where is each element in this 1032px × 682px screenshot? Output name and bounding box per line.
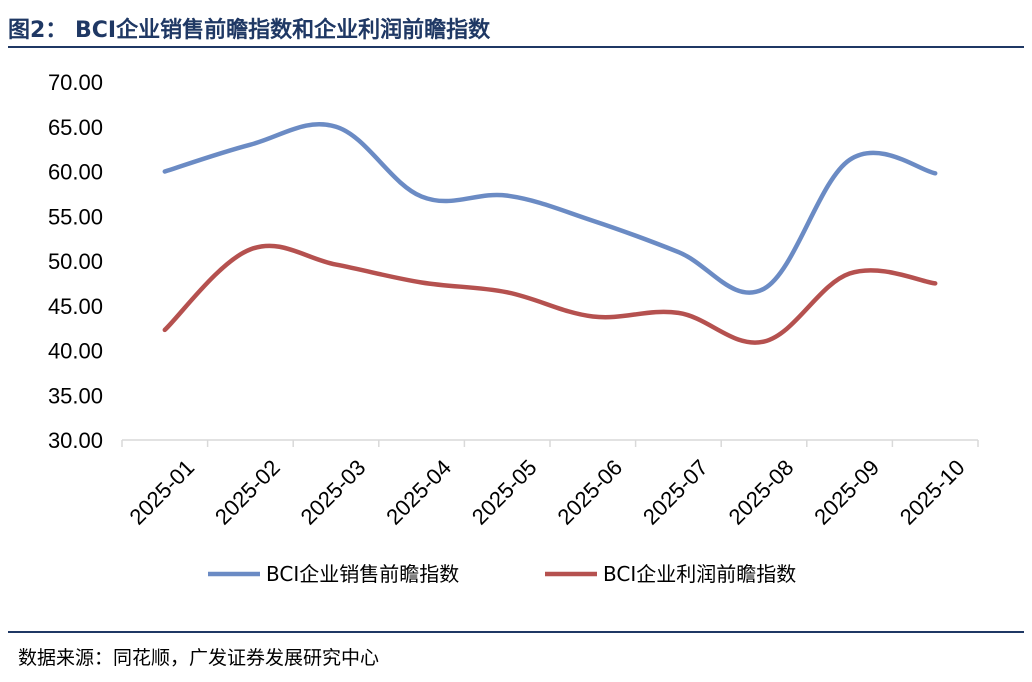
title-rule	[8, 46, 1024, 48]
legend-label-1: BCI企业销售前瞻指数	[266, 562, 459, 586]
y-tick-label: 40.00	[48, 339, 103, 364]
figure-title: 图2： BCI企业销售前瞻指数和企业利润前瞻指数	[8, 18, 491, 43]
y-tick-label: 65.00	[48, 115, 103, 140]
x-tick-label: 2025-06	[552, 455, 627, 530]
y-tick-label: 35.00	[48, 383, 103, 408]
y-tick-label: 70.00	[48, 70, 103, 95]
y-tick-label: 30.00	[48, 428, 103, 453]
line-chart: 30.00 35.00 40.00 45.00 50.00 55.00 60.00 65.00…	[48, 70, 979, 586]
y-tick-label: 60.00	[48, 160, 103, 185]
x-tick-label: 2025-08	[724, 455, 799, 530]
x-tick-label: 2025-10	[895, 455, 970, 530]
x-tick-label: 2025-07	[638, 455, 713, 530]
x-tick-label: 2025-02	[210, 455, 285, 530]
y-tick-label: 45.00	[48, 294, 103, 319]
source-rule	[8, 631, 1024, 633]
series-line-1	[162, 122, 938, 295]
series-line-2	[162, 243, 938, 345]
x-tick-label: 2025-01	[124, 455, 199, 530]
y-tick-label: 55.00	[48, 204, 103, 229]
x-tick-label: 2025-09	[809, 455, 884, 530]
y-tick-label: 50.00	[48, 249, 103, 274]
source-note: 数据来源：同花顺，广发证券发展研究中心	[18, 647, 380, 669]
x-tick-label: 2025-04	[381, 455, 456, 530]
legend-label-2: BCI企业利润前瞻指数	[603, 562, 796, 586]
x-tick-label: 2025-03	[296, 455, 371, 530]
x-tick-label: 2025-05	[467, 455, 542, 530]
